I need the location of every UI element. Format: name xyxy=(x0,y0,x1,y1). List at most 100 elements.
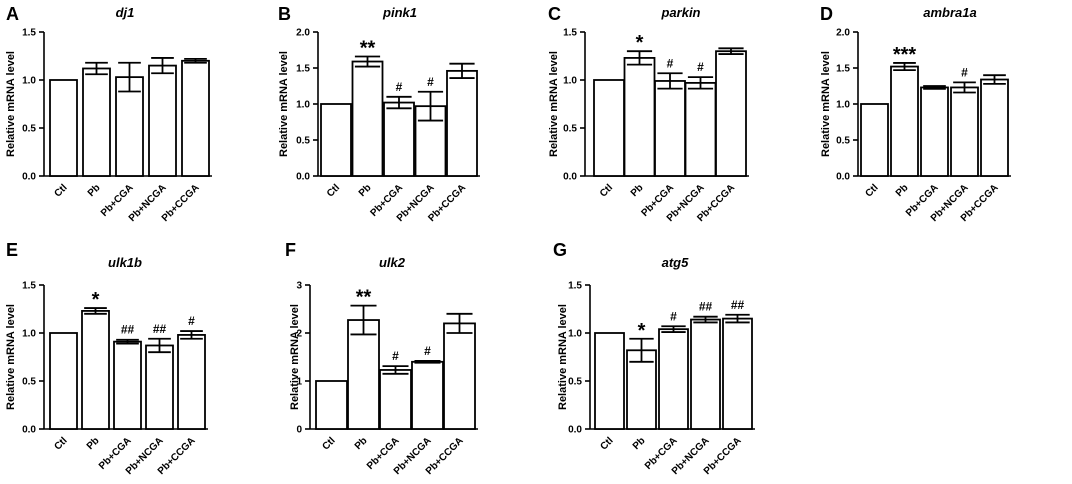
panel-letter: D xyxy=(820,4,833,24)
y-tick-label: 1.0 xyxy=(836,100,850,111)
y-axis-label: Relative mRNA level xyxy=(289,304,301,410)
y-tick-label: 1.5 xyxy=(296,64,310,75)
bar-pb-cga xyxy=(920,86,949,177)
x-tick-label: Pb xyxy=(631,435,648,452)
y-tick-label: 1.5 xyxy=(568,281,582,292)
bar-pb-ccga xyxy=(443,322,476,430)
chart-title: ulk2 xyxy=(379,255,406,270)
significance-hash: ## xyxy=(153,322,167,336)
significance-stars: * xyxy=(92,289,100,311)
significance-hash: # xyxy=(697,60,704,74)
bar-pb-ccga xyxy=(722,317,753,430)
bar-pb-ccga xyxy=(446,69,478,177)
bar-pb-ccga xyxy=(177,334,206,430)
bar-pb-ncga xyxy=(684,81,717,177)
significance-hash: # xyxy=(667,56,674,70)
significance-hash: # xyxy=(396,80,403,94)
y-tick-label: 1.0 xyxy=(563,76,577,87)
y-tick-label: 0 xyxy=(296,425,302,436)
y-tick-label: 1.5 xyxy=(836,64,850,75)
y-tick-label: 0.5 xyxy=(568,377,582,388)
significance-hash: # xyxy=(424,344,431,358)
chart-title: parkin xyxy=(660,5,700,20)
significance-hash: # xyxy=(392,349,399,363)
significance-hash: ## xyxy=(699,300,713,314)
bar-ctl xyxy=(49,79,78,177)
x-tick-label: Ctl xyxy=(598,182,615,199)
y-axis-label: Relative mRNA level xyxy=(5,51,17,157)
bar-pb xyxy=(82,67,111,177)
bar-pb xyxy=(351,60,384,177)
y-tick-label: 1.0 xyxy=(22,329,36,340)
significance-hash: ## xyxy=(731,298,745,312)
bar-pb-ncga xyxy=(411,360,444,430)
bar-pb-cga xyxy=(654,80,686,177)
y-tick-label: 2.0 xyxy=(836,28,850,39)
panel-letter: F xyxy=(285,240,296,260)
x-tick-label: Pb xyxy=(629,182,646,199)
chart-title: atg5 xyxy=(662,255,690,270)
y-tick-label: 0.0 xyxy=(836,172,850,183)
y-tick-label: 1.0 xyxy=(568,329,582,340)
chart-title: ulk1b xyxy=(108,255,142,270)
y-tick-label: 1.5 xyxy=(22,28,36,39)
x-tick-label: Ctl xyxy=(320,435,337,452)
bar-pb-ncga xyxy=(950,86,979,177)
bar-pb xyxy=(81,310,110,430)
bar-ctl xyxy=(315,380,348,430)
significance-hash: ## xyxy=(121,323,135,337)
significance-stars: *** xyxy=(893,44,917,66)
significance-stars: * xyxy=(638,320,646,342)
y-axis-label: Relative mRNA level xyxy=(548,51,560,157)
y-tick-label: 1.0 xyxy=(296,100,310,111)
x-tick-label: Ctl xyxy=(52,182,69,199)
y-tick-label: 0.0 xyxy=(568,425,582,436)
significance-hash: # xyxy=(188,314,195,328)
y-axis-label: Relative mRNA level xyxy=(278,51,290,157)
significance-hash: # xyxy=(427,75,434,89)
panel-letter: C xyxy=(548,4,561,24)
bar-pb-cga xyxy=(383,101,415,177)
y-tick-label: 2.0 xyxy=(296,28,310,39)
y-tick-label: 0.0 xyxy=(22,172,36,183)
y-axis-label: Relative mRNA level xyxy=(557,304,569,410)
y-tick-label: 0.0 xyxy=(296,172,310,183)
y-tick-label: 0.5 xyxy=(836,136,850,147)
y-axis-label: Relative mRNA level xyxy=(5,304,17,410)
chart-title: dj1 xyxy=(116,5,135,20)
bar-pb xyxy=(623,57,656,177)
x-tick-label: Pb xyxy=(353,435,370,452)
bar-pb-ccga xyxy=(181,59,210,177)
x-tick-label: Pb xyxy=(85,435,102,452)
bar-ctl xyxy=(594,332,625,430)
bar-ctl xyxy=(320,103,352,177)
y-tick-label: 1 xyxy=(296,377,302,388)
x-tick-label: Ctl xyxy=(863,182,880,199)
y-tick-label: 0.0 xyxy=(563,172,577,183)
panel-letter: G xyxy=(553,240,567,260)
bar-ctl xyxy=(593,79,625,177)
x-tick-label: Pb xyxy=(894,182,911,199)
x-tick-label: Ctl xyxy=(598,435,615,452)
y-tick-label: 0.5 xyxy=(563,124,577,135)
panel-letter: A xyxy=(6,4,19,24)
bar-ctl xyxy=(860,103,889,177)
bar-pb xyxy=(626,349,657,430)
chart-title: pink1 xyxy=(382,5,417,20)
significance-hash: # xyxy=(961,65,968,79)
bar-pb-cga xyxy=(113,340,142,430)
bar-pb-ncga xyxy=(690,318,721,430)
significance-stars: ** xyxy=(356,287,372,309)
y-tick-label: 3 xyxy=(296,281,302,292)
significance-stars: * xyxy=(636,32,644,54)
bar-pb-cga xyxy=(379,369,412,430)
y-tick-label: 1.0 xyxy=(22,76,36,87)
bar-pb xyxy=(890,65,919,177)
y-axis-label: Relative mRNA level xyxy=(820,51,832,157)
x-tick-label: Pb xyxy=(86,182,103,199)
